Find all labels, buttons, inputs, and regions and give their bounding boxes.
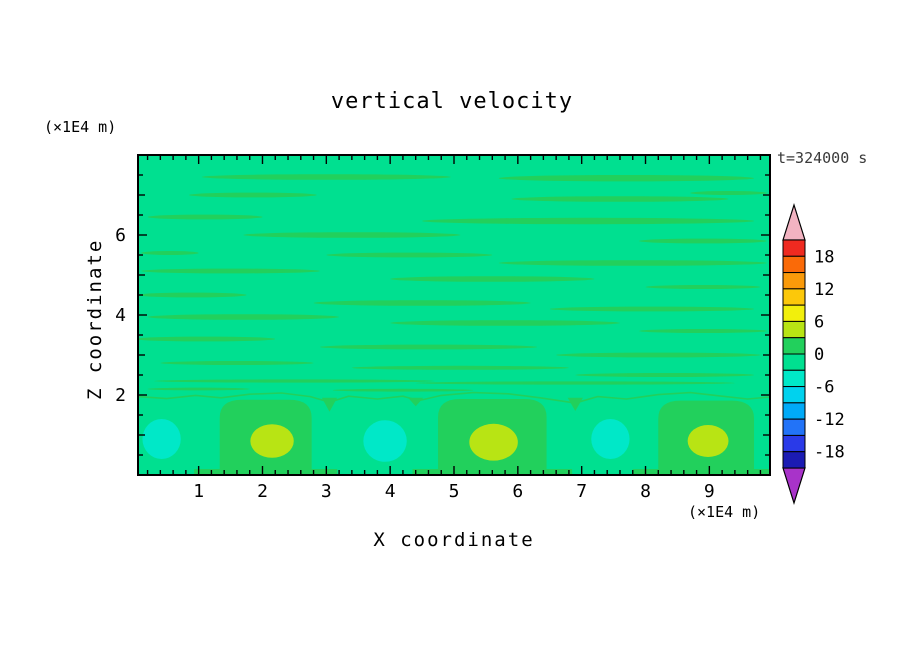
- x-axis-unit-label: (×1E4 m): [688, 503, 761, 521]
- contour-streak: [415, 381, 735, 385]
- contour-streak: [390, 320, 620, 326]
- z-axis-unit-label: (×1E4 m): [44, 118, 117, 136]
- x-tick-label: 9: [704, 481, 715, 502]
- colorbar-band: [782, 337, 806, 355]
- colorbar-band: [782, 434, 806, 453]
- contour-streak: [549, 306, 755, 312]
- colorbar-band: [782, 272, 806, 290]
- contour-streak: [351, 365, 569, 370]
- chart-title: vertical velocity: [330, 89, 574, 114]
- contour-streak: [390, 276, 595, 282]
- contour-streak: [141, 251, 199, 255]
- boundary-spike: [567, 397, 583, 411]
- contour-streak: [160, 361, 314, 365]
- x-tick-label: 4: [385, 481, 396, 502]
- time-annotation: t=324000 s: [777, 149, 868, 167]
- colorbar-band: [782, 386, 806, 404]
- boundary-contour-line: [138, 391, 770, 404]
- z-tick-label: 6: [115, 225, 126, 246]
- updraft-core: [687, 425, 729, 457]
- colorbar-band: [782, 239, 806, 257]
- colorbar-label: 6: [814, 312, 824, 332]
- contour-streak: [498, 175, 755, 182]
- contour-streak: [138, 292, 247, 298]
- colorbar-bottom-arrow: [782, 467, 806, 506]
- colorbar-label: -12: [814, 410, 845, 430]
- x-tick-label: 3: [321, 481, 332, 502]
- contour-streak: [189, 192, 317, 198]
- z-tick-label: 4: [115, 305, 126, 326]
- contour-streak: [326, 252, 493, 258]
- boundary-spike: [408, 397, 424, 407]
- colorbar-band: [782, 255, 806, 274]
- colorbar-band: [782, 288, 806, 306]
- z-tick-label: 2: [115, 385, 126, 406]
- contour-streak: [639, 329, 767, 333]
- updraft-core: [469, 423, 518, 461]
- boundary-spike: [321, 397, 338, 412]
- downdraft-blob: [142, 419, 181, 459]
- colorbar-band: [782, 304, 806, 322]
- contour-streak: [556, 352, 761, 358]
- contour-streak: [147, 314, 340, 320]
- contour-streak: [511, 196, 729, 202]
- colorbar: 18 12 6 0 -6 -12 -18: [782, 202, 845, 506]
- contour-streak: [498, 260, 767, 266]
- contour-streak: [645, 285, 761, 289]
- colorbar-label: -18: [814, 443, 845, 463]
- contour-streak: [201, 174, 451, 180]
- contour-field: [138, 155, 770, 475]
- x-tick-label: 5: [449, 481, 460, 502]
- contour-streak: [319, 344, 537, 350]
- contour-streak: [147, 214, 263, 220]
- x-axis-title: X coordinate: [373, 529, 535, 551]
- x-tick-label: 6: [512, 481, 523, 502]
- contour-streak: [153, 379, 435, 383]
- colorbar-band: [782, 402, 806, 420]
- z-axis-title: Z coordinate: [84, 238, 106, 400]
- x-tick-label: 7: [576, 481, 587, 502]
- colorbar-label: 12: [814, 280, 834, 300]
- contour-streak: [422, 217, 755, 225]
- colorbar-label: 0: [814, 345, 824, 365]
- contour-streak: [243, 232, 461, 238]
- contour-streak: [690, 191, 767, 195]
- colorbar-band: [782, 451, 806, 469]
- contour-streak: [332, 388, 474, 392]
- colorbar-band: [782, 320, 806, 339]
- x-tick-label: 1: [193, 481, 204, 502]
- contour-streak: [313, 300, 531, 306]
- colorbar-band: [782, 418, 806, 436]
- downdraft-blob: [591, 419, 630, 459]
- contour-streak: [147, 387, 250, 391]
- x-tick-label: 2: [257, 481, 268, 502]
- colorbar-label: 18: [814, 247, 834, 267]
- colorbar-band: [782, 353, 806, 371]
- x-tick-label: 8: [640, 481, 651, 502]
- contour-streak: [141, 268, 320, 274]
- contour-streak: [639, 238, 767, 244]
- downdraft-blob: [363, 420, 407, 462]
- axes: 1 2 3 4 5 6 7 8 9 2 4 6: [115, 154, 771, 502]
- colorbar-label: -6: [814, 378, 834, 398]
- updraft-core: [250, 424, 294, 458]
- colorbar-band: [782, 369, 806, 388]
- contour-streak: [575, 373, 755, 377]
- contour-streak: [138, 336, 276, 342]
- colorbar-top-arrow: [782, 202, 806, 241]
